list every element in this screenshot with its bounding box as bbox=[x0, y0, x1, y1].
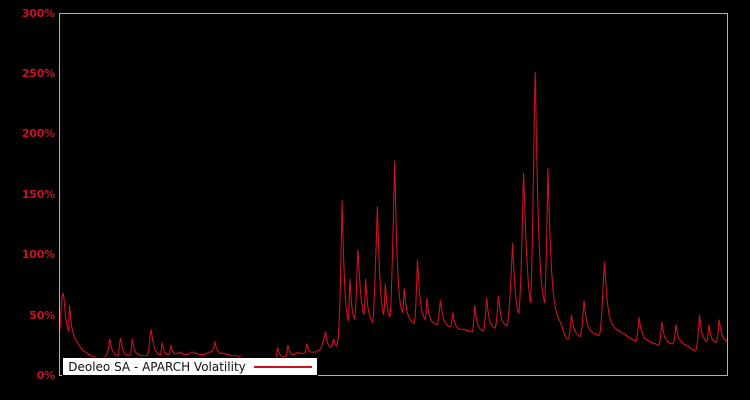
y-tick-label-150: 150% bbox=[21, 188, 55, 201]
y-tick-label-200: 200% bbox=[21, 127, 55, 140]
y-tick-label-300: 300% bbox=[21, 7, 55, 20]
y-tick-label-250: 250% bbox=[21, 67, 55, 80]
series-line-aparch-volatility bbox=[60, 71, 727, 363]
y-tick-label-50: 50% bbox=[29, 309, 55, 322]
y-axis: 300% 250% 200% 150% 100% 50% 0% bbox=[0, 0, 55, 400]
legend-color-swatch bbox=[253, 365, 312, 368]
legend-entry-label: Deoleo SA - APARCH Volatility bbox=[68, 359, 246, 374]
plot-area bbox=[59, 13, 728, 376]
volatility-series-svg bbox=[60, 71, 727, 363]
legend: Deoleo SA - APARCH Volatility bbox=[62, 357, 318, 376]
y-tick-label-100: 100% bbox=[21, 248, 55, 261]
y-tick-label-0: 0% bbox=[36, 369, 55, 382]
